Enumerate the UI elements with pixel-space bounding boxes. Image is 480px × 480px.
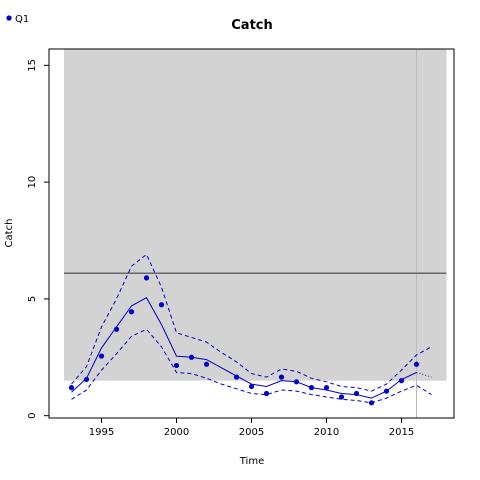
x-axis-label: Time bbox=[239, 456, 264, 467]
y-tick-label-15: 15 bbox=[27, 59, 38, 72]
data-point-2002 bbox=[203, 361, 210, 367]
data-point-2007 bbox=[278, 374, 285, 380]
x-tick-label-2010: 2010 bbox=[314, 427, 339, 438]
x-tick-label-2000: 2000 bbox=[164, 427, 189, 438]
data-point-1994 bbox=[83, 376, 90, 383]
chart-title: Catch bbox=[231, 18, 273, 33]
y-tick-label-0: 0 bbox=[27, 412, 38, 418]
series-line-dashed-3 bbox=[71, 328, 432, 404]
data-point-2016 bbox=[413, 361, 420, 367]
data-point-1997 bbox=[128, 309, 135, 315]
series-line-dashed-2 bbox=[71, 253, 432, 392]
data-point-2005 bbox=[248, 383, 255, 390]
data-point-2006 bbox=[263, 390, 270, 397]
data-point-1999 bbox=[158, 302, 165, 308]
legend: Q1 bbox=[6, 14, 29, 25]
data-point-2000 bbox=[173, 362, 180, 369]
y-tick-label-5: 5 bbox=[27, 296, 38, 302]
data-point-1993 bbox=[68, 385, 75, 391]
data-point-2010 bbox=[323, 385, 330, 391]
data-point-1998 bbox=[143, 275, 150, 281]
y-axis-label: Catch bbox=[4, 219, 15, 248]
plot-layer: 1995 2000 2005 2010 2015 0 5 10 15 bbox=[27, 48, 455, 438]
data-point-1995 bbox=[98, 353, 105, 359]
data-point-2011 bbox=[338, 394, 345, 400]
legend-marker bbox=[6, 15, 12, 21]
x-tick-label-1995: 1995 bbox=[89, 427, 114, 438]
x-tick-label-2015: 2015 bbox=[389, 427, 414, 438]
x-tick-label-2005: 2005 bbox=[239, 427, 264, 438]
shaded-band bbox=[64, 49, 447, 381]
series-line-solid-1 bbox=[71, 297, 417, 399]
y-tick-label-10: 10 bbox=[27, 176, 38, 189]
legend-entry-q1: Q1 bbox=[15, 14, 29, 25]
